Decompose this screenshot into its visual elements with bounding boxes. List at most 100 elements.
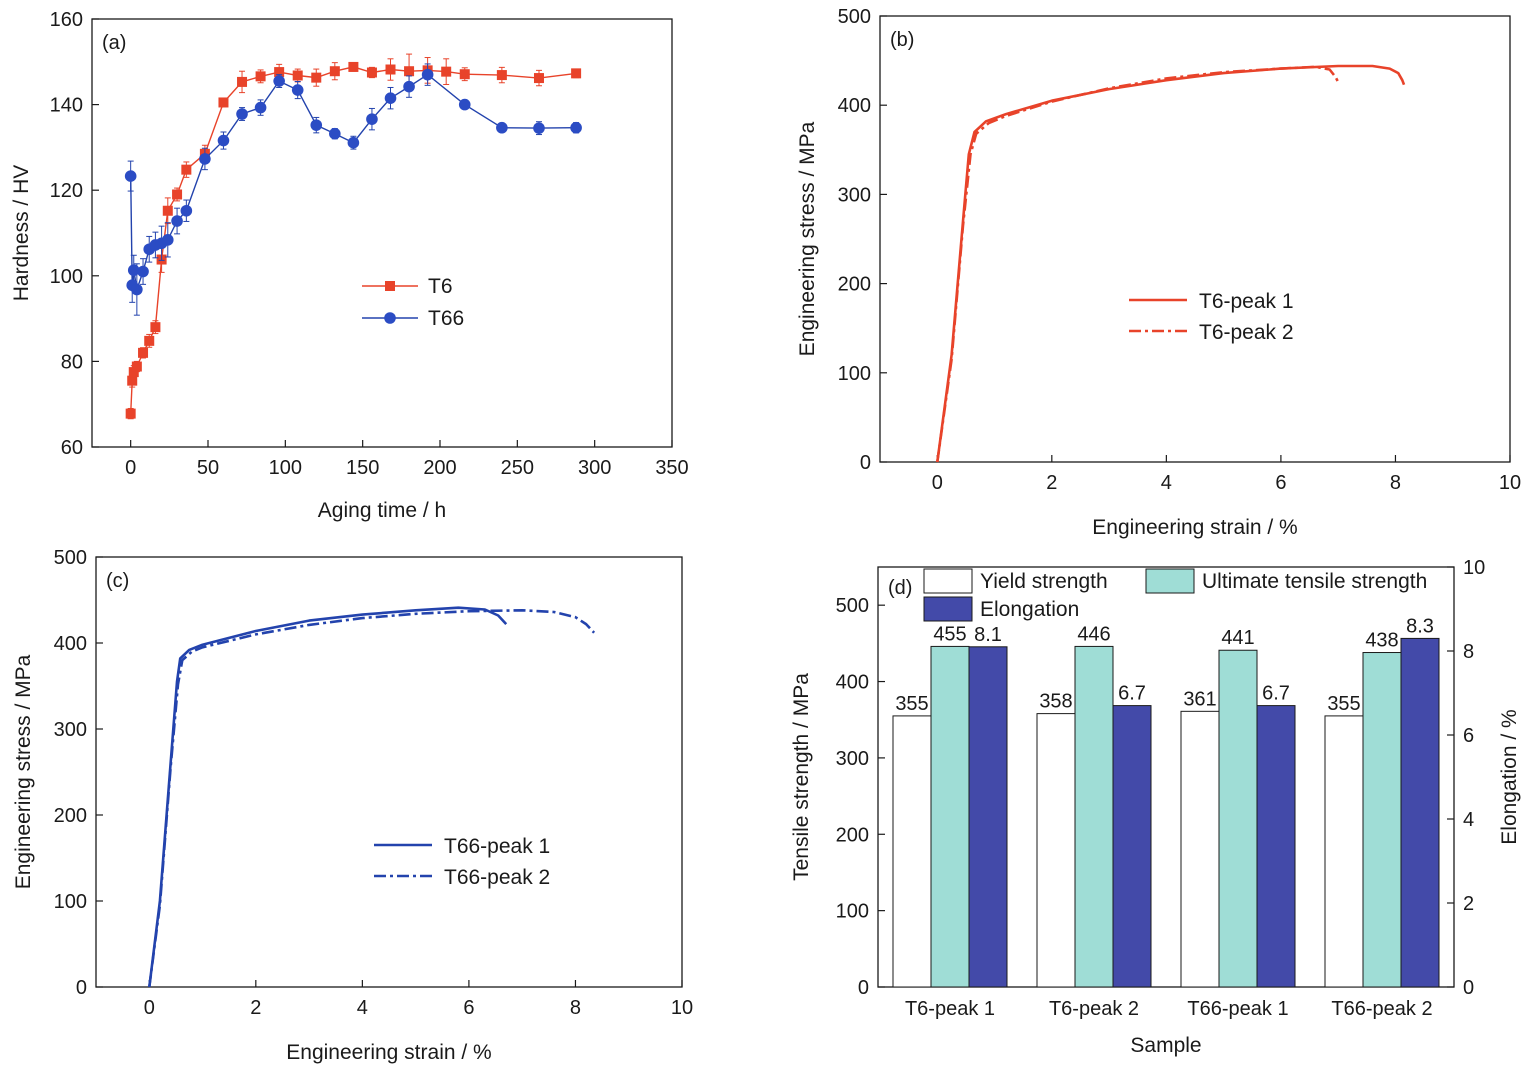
x-tick-label: 6: [1275, 472, 1286, 494]
bar-data-label: 6.7: [1118, 683, 1146, 705]
data-point: [496, 70, 507, 81]
x-tick-label: 10: [671, 997, 693, 1019]
legend-marker: [384, 312, 396, 324]
data-point: [291, 84, 304, 96]
bar: [1256, 705, 1296, 988]
legend-swatch: [923, 568, 973, 594]
y-right-tick-label: 6: [1463, 725, 1474, 747]
data-point: [404, 66, 415, 77]
legend-label: T66-peak 1: [444, 835, 550, 858]
panel-label: (a): [102, 32, 126, 54]
bar: [892, 715, 932, 988]
y-axis-label: Engineering stress / MPa: [796, 121, 819, 356]
y-tick-label: 200: [836, 824, 869, 846]
y-tick-label: 80: [61, 351, 83, 373]
x-axis-label: Aging time / h: [318, 499, 446, 522]
y-axis-label: Tensile strength / MPa: [790, 673, 813, 881]
legend-label: T6-peak 2: [1199, 321, 1294, 344]
data-point: [571, 68, 582, 79]
data-point: [459, 69, 470, 80]
legend-entry: T66: [362, 307, 464, 330]
x-tick-label: T66-peak 1: [1187, 998, 1288, 1020]
data-point: [199, 153, 211, 165]
series-t66: [124, 63, 582, 316]
data-point: [570, 121, 582, 134]
data-point: [533, 122, 545, 134]
data-point: [144, 335, 155, 346]
x-tick-label: 350: [655, 457, 688, 479]
legend-label: Yield strength: [980, 570, 1108, 593]
data-point: [124, 170, 137, 182]
bar: [968, 646, 1008, 988]
data-point: [131, 361, 142, 372]
data-point: [311, 72, 322, 83]
y-right-tick-label: 0: [1463, 977, 1474, 999]
data-point: [403, 80, 415, 93]
data-point: [458, 98, 471, 111]
legend-marker: [385, 281, 395, 291]
x-tick-label: 6: [463, 997, 474, 1019]
x-tick-label: 250: [501, 457, 534, 479]
bar: [1180, 710, 1220, 988]
legend-label: T66-peak 2: [444, 866, 550, 889]
series-line-t6-peak-1: [936, 64, 1406, 463]
data-point: [150, 322, 161, 333]
bar: [1112, 705, 1152, 988]
data-point: [137, 265, 149, 278]
y-tick-label: 160: [50, 9, 83, 31]
y-tick-label: 0: [860, 452, 871, 474]
y-right-axis-label: Elongation / %: [1498, 709, 1521, 844]
x-axis-label: Engineering strain / %: [1092, 516, 1297, 539]
bar: [1074, 645, 1114, 988]
legend-swatch: [923, 596, 973, 622]
x-tick-label: 4: [1161, 472, 1172, 494]
data-point: [131, 283, 143, 296]
x-tick-label: 200: [423, 457, 456, 479]
bar: [1218, 649, 1258, 988]
data-point: [254, 101, 267, 114]
y-tick-label: 500: [54, 547, 87, 569]
series-line-t6-peak-2: [936, 65, 1340, 463]
y-tick-label: 120: [50, 180, 83, 202]
bar: [1036, 713, 1076, 988]
data-point: [237, 76, 248, 87]
data-point: [217, 134, 230, 147]
data-point: [385, 64, 396, 75]
series-line-t66-peak-2: [148, 609, 596, 988]
x-axis-label: Engineering strain / %: [286, 1041, 491, 1064]
data-point: [125, 408, 136, 419]
data-point: [138, 347, 149, 358]
plot-frame: [877, 566, 1455, 988]
legend-entry: T6: [362, 275, 453, 298]
data-point: [218, 97, 229, 108]
y-tick-label: 500: [836, 595, 869, 617]
y-tick-label: 300: [838, 184, 871, 206]
bar-data-label: 441: [1221, 627, 1254, 649]
bar-data-label: 355: [1327, 693, 1360, 715]
y-tick-label: 400: [838, 95, 871, 117]
data-point: [329, 127, 341, 140]
data-point: [292, 70, 303, 81]
y-tick-label: 0: [858, 977, 869, 999]
y-tick-label: 140: [50, 95, 83, 117]
bar: [1400, 637, 1440, 988]
y-right-tick-label: 4: [1463, 809, 1474, 831]
panel-d-tensile-bar-chart: 0 100 200 300 400 500 0 2 4 6 8 10 Sample Tensile str…: [790, 557, 1521, 1057]
y-axis-label: Engineering stress / MPa: [12, 654, 35, 889]
x-tick-label: T6-peak 2: [1049, 998, 1139, 1020]
x-tick-label: 0: [932, 472, 943, 494]
y-tick-label: 300: [54, 719, 87, 741]
data-point: [162, 205, 173, 216]
bar: [1362, 652, 1402, 988]
x-tick-label: T6-peak 1: [905, 998, 995, 1020]
y-tick-label: 100: [836, 901, 869, 923]
x-tick-label: 2: [1046, 472, 1057, 494]
bar-data-label: 455: [933, 623, 966, 645]
legend-label: Elongation: [980, 598, 1079, 621]
data-point: [421, 68, 434, 81]
y-tick-label: 100: [838, 363, 871, 385]
y-tick-label: 100: [50, 266, 83, 288]
